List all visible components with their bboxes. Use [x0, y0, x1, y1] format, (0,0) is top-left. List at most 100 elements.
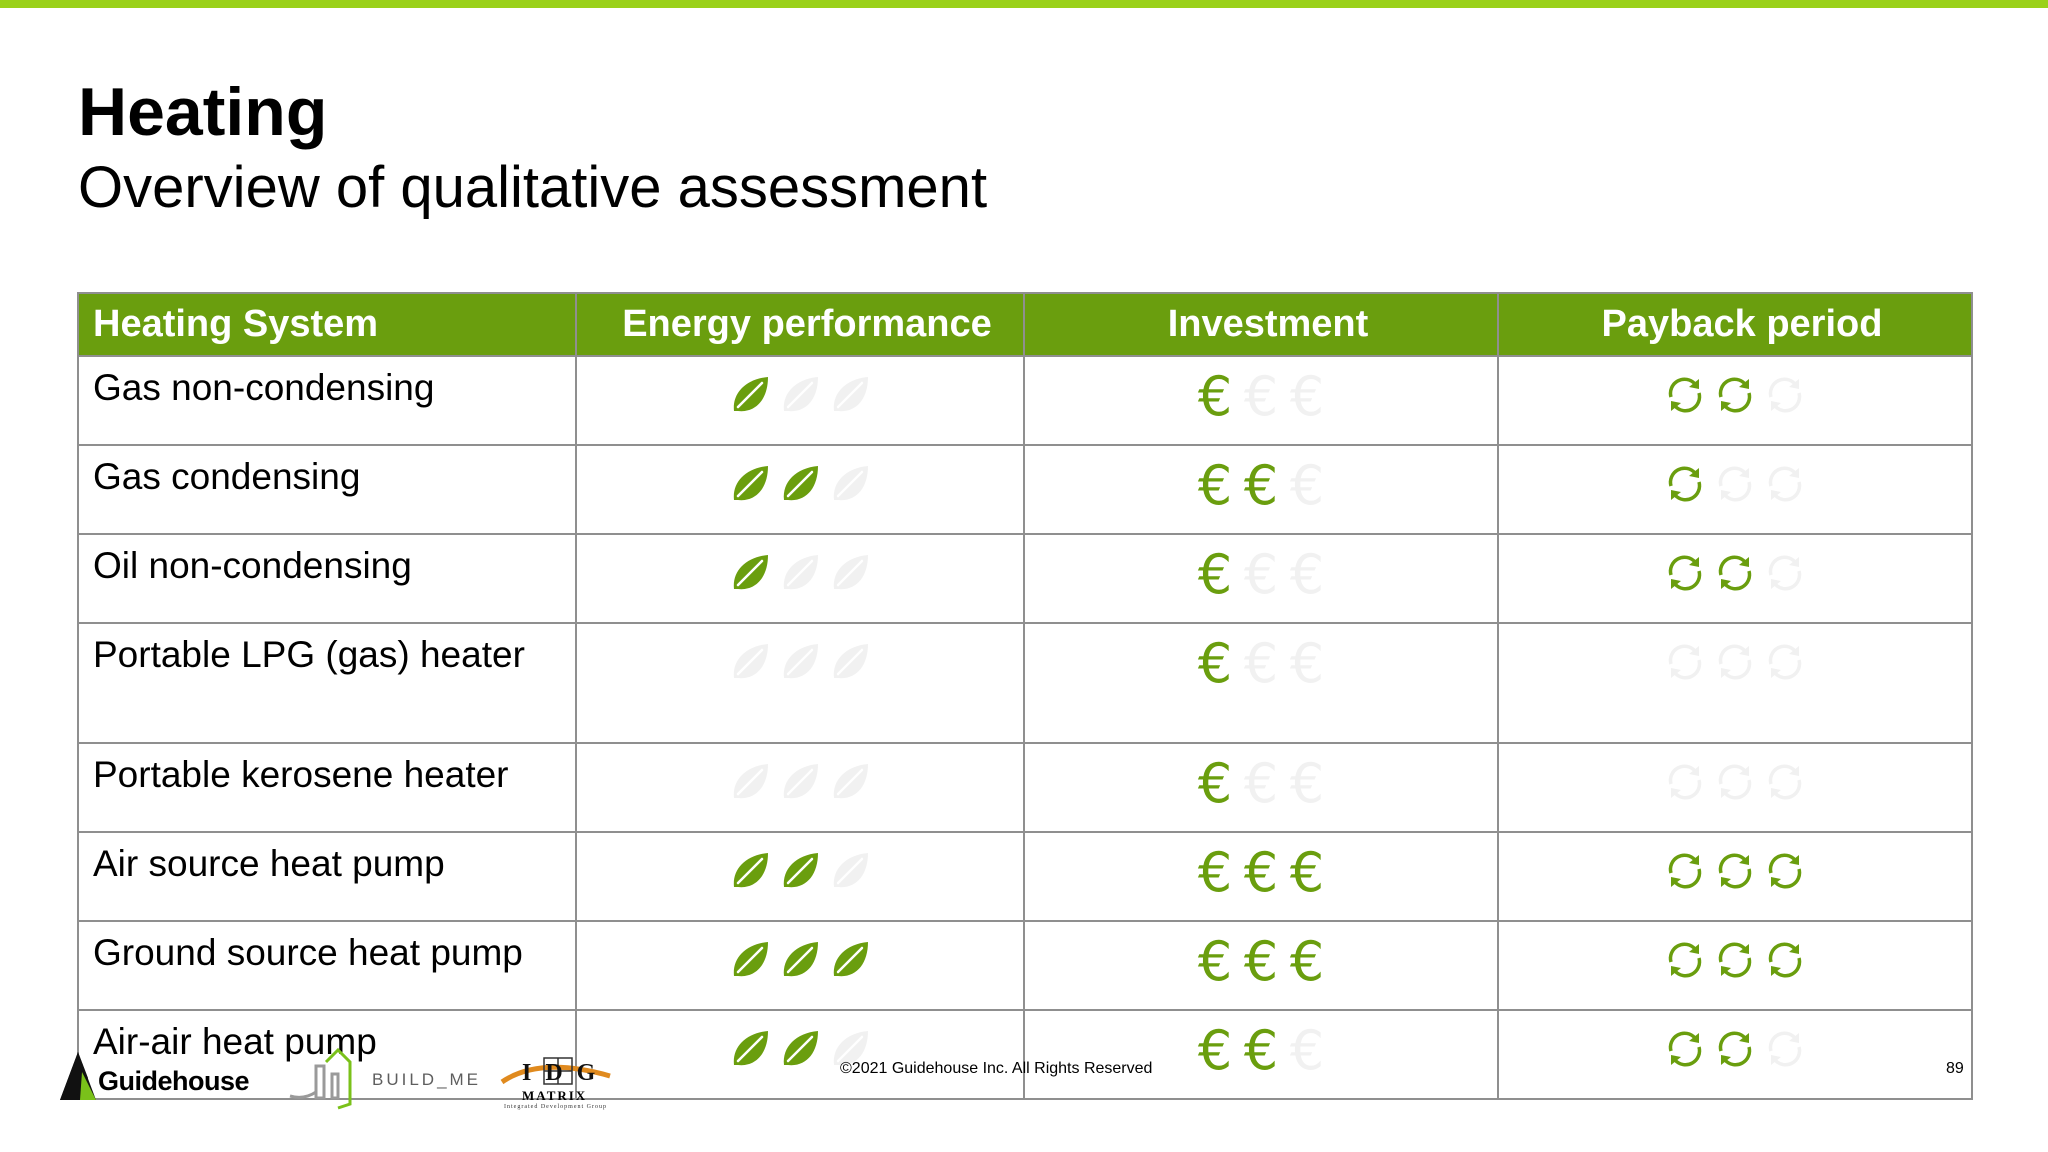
euro-icon: € — [1243, 1019, 1279, 1082]
leaf-icon — [775, 373, 825, 417]
heating-system-cell: Ground source heat pump — [77, 920, 577, 1011]
euro-icon: € — [1197, 365, 1233, 428]
leaf-icon — [725, 938, 775, 982]
recycle-arrows-icon — [1760, 462, 1810, 506]
investment-cell: € € € — [1023, 622, 1499, 744]
buildme-logo-text: BUILD_ME — [372, 1070, 482, 1089]
leaf-icon — [825, 938, 875, 982]
recycle-arrows-icon — [1660, 849, 1710, 893]
recycle-arrows-icon — [1710, 938, 1760, 982]
heating-system-cell: Air-air heat pump — [77, 1009, 577, 1100]
table-row: Gas non-condensing € € € — [77, 355, 1973, 446]
idg-mark-icon: IDG — [500, 1057, 611, 1086]
leaf-icon — [825, 373, 875, 417]
table-row: Portable kerosene heater € € € — [77, 742, 1973, 833]
recycle-arrows-icon — [1710, 760, 1760, 804]
euro-icon: € — [1289, 930, 1325, 993]
payback-period-cell — [1497, 533, 1973, 624]
euro-icon: € — [1197, 841, 1233, 904]
leaf-icon — [775, 849, 825, 893]
recycle-arrows-icon — [1660, 373, 1710, 417]
investment-cell: € € € — [1023, 920, 1499, 1011]
euro-icon: € — [1197, 1019, 1233, 1082]
leaf-icon — [725, 462, 775, 506]
leaf-icon — [825, 1027, 875, 1071]
guidehouse-mark-icon — [60, 1052, 96, 1100]
leaf-icon — [725, 849, 775, 893]
idg-tagline: Integrated Development Group — [504, 1104, 607, 1110]
leaf-icon — [775, 551, 825, 595]
recycle-arrows-icon — [1660, 551, 1710, 595]
investment-cell: € € € — [1023, 742, 1499, 833]
recycle-arrows-icon — [1760, 640, 1810, 684]
leaf-icon — [725, 760, 775, 804]
header-payback-period: Payback period — [1497, 292, 1973, 357]
recycle-arrows-icon — [1710, 1027, 1760, 1071]
energy-performance-cell — [575, 622, 1025, 744]
idg-matrix-text: MATRIX — [522, 1088, 588, 1103]
euro-icon: € — [1243, 543, 1279, 606]
investment-cell: € € € — [1023, 831, 1499, 922]
payback-period-cell — [1497, 444, 1973, 535]
euro-icon: € — [1243, 365, 1279, 428]
recycle-arrows-icon — [1710, 373, 1760, 417]
page-number: 89 — [1946, 1060, 1964, 1077]
energy-performance-cell — [575, 355, 1025, 446]
heating-system-cell: Portable LPG (gas) heater — [77, 622, 577, 744]
payback-period-cell — [1497, 742, 1973, 833]
investment-cell: € € € — [1023, 1009, 1499, 1100]
table-row: Air-air heat pump € € € — [77, 1009, 1973, 1100]
recycle-arrows-icon — [1760, 373, 1810, 417]
euro-icon: € — [1289, 365, 1325, 428]
energy-performance-cell — [575, 831, 1025, 922]
leaf-icon — [725, 1027, 775, 1071]
slide-subtitle: Overview of qualitative assessment — [78, 155, 988, 220]
recycle-arrows-icon — [1660, 640, 1710, 684]
euro-icon: € — [1243, 930, 1279, 993]
leaf-icon — [775, 1027, 825, 1071]
euro-icon: € — [1289, 632, 1325, 695]
heating-system-cell: Air source heat pump — [77, 831, 577, 922]
recycle-arrows-icon — [1760, 938, 1810, 982]
energy-performance-cell — [575, 742, 1025, 833]
euro-icon: € — [1289, 454, 1325, 517]
payback-period-cell — [1497, 355, 1973, 446]
euro-icon: € — [1289, 543, 1325, 606]
header-investment: Investment — [1023, 292, 1499, 357]
leaf-icon — [825, 849, 875, 893]
table-row: Air source heat pump € € € — [77, 831, 1973, 922]
energy-performance-cell — [575, 444, 1025, 535]
copyright-notice: ©2021 Guidehouse Inc. All Rights Reserve… — [840, 1060, 1153, 1077]
recycle-arrows-icon — [1710, 551, 1760, 595]
euro-icon: € — [1197, 543, 1233, 606]
euro-icon: € — [1197, 752, 1233, 815]
euro-icon: € — [1197, 632, 1233, 695]
idg-matrix-logo: IDG MATRIX Integrated Development Group — [500, 1052, 620, 1114]
recycle-arrows-icon — [1760, 849, 1810, 893]
recycle-arrows-icon — [1710, 849, 1760, 893]
top-accent-bar — [0, 0, 2048, 8]
leaf-icon — [825, 760, 875, 804]
leaf-icon — [825, 462, 875, 506]
investment-cell: € € € — [1023, 533, 1499, 624]
investment-cell: € € € — [1023, 355, 1499, 446]
leaf-icon — [725, 373, 775, 417]
slide-title: Heating — [78, 74, 328, 150]
leaf-icon — [725, 551, 775, 595]
leaf-icon — [725, 640, 775, 684]
energy-performance-cell — [575, 533, 1025, 624]
heating-system-cell: Oil non-condensing — [77, 533, 577, 624]
euro-icon: € — [1289, 752, 1325, 815]
euro-icon: € — [1243, 632, 1279, 695]
recycle-arrows-icon — [1660, 760, 1710, 804]
leaf-icon — [775, 462, 825, 506]
buildme-logo: BUILD_ME — [286, 1044, 478, 1115]
leaf-icon — [775, 640, 825, 684]
euro-icon: € — [1197, 930, 1233, 993]
buildme-mark-icon — [289, 1047, 352, 1110]
table-row: Oil non-condensing € € € — [77, 533, 1973, 624]
leaf-icon — [775, 760, 825, 804]
leaf-icon — [825, 551, 875, 595]
euro-icon: € — [1243, 454, 1279, 517]
payback-period-cell — [1497, 622, 1973, 744]
